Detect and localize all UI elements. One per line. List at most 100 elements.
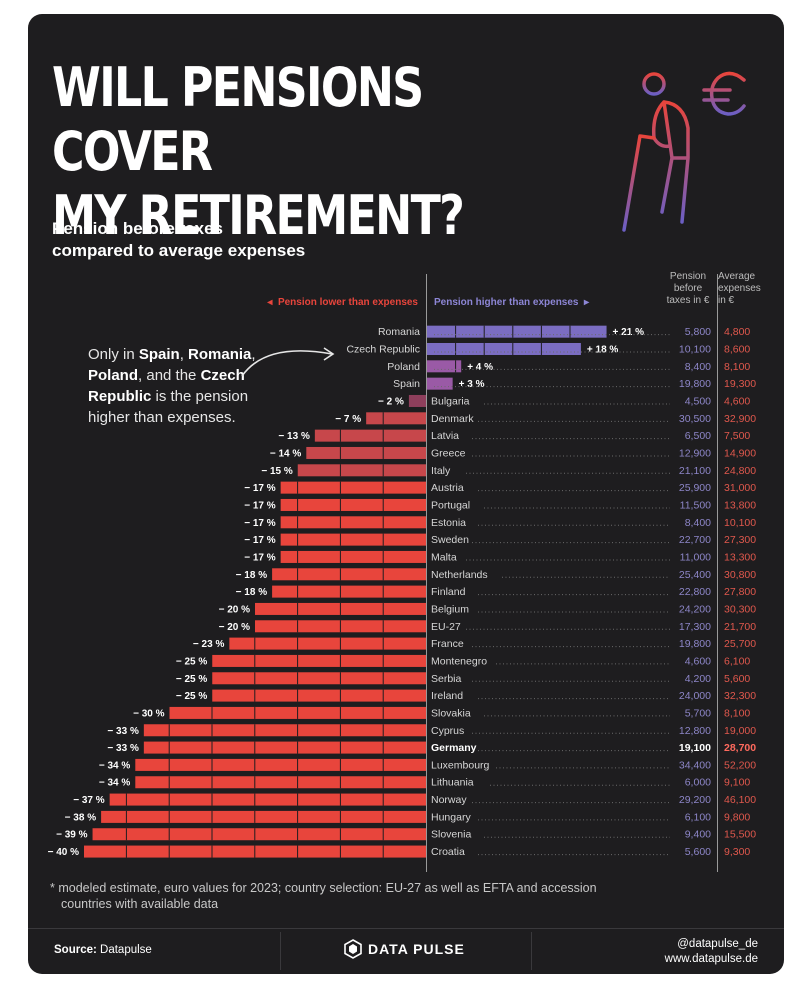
pension-value: 21,100 [679,465,711,477]
data-label: − 39 % [56,830,88,841]
data-label: − 17 % [244,552,276,563]
legend-lower: ◂ Pension lower than expenses [267,297,418,308]
data-label: − 2 % [378,396,404,407]
country-label: Hungary [431,811,471,823]
pension-value: 5,700 [685,707,711,719]
bar [280,550,426,563]
pension-value: 5,600 [685,846,711,858]
data-label: + 4 % [467,362,493,373]
bar [297,464,426,477]
legend-higher: Pension higher than expenses ▸ [434,297,590,308]
expenses-value: 27,300 [724,534,756,546]
country-label: Luxembourg [431,759,490,771]
pension-value: 24,200 [679,603,711,615]
annotation-arrow [241,347,335,377]
expenses-value: 6,100 [724,655,750,667]
subtitle: Pension before taxes compared to average… [52,219,306,260]
expenses-value: 19,000 [724,725,756,737]
data-label: − 18 % [236,570,268,581]
country-label: Montenegro [431,655,487,667]
country-label: Norway [431,794,467,806]
country-label: Estonia [431,517,466,529]
bar [314,429,426,442]
bar [366,412,426,425]
pension-value: 12,900 [679,447,711,459]
country-label: Netherlands [431,569,488,581]
data-label: − 15 % [261,466,293,477]
bar [109,793,427,806]
data-label: − 33 % [107,743,139,754]
title-line-2: MY RETIREMENT? [52,184,465,247]
pension-value: 25,900 [679,482,711,494]
bar [427,342,581,355]
data-label: − 30 % [133,708,165,719]
page-title: WILL PENSIONS COVER MY RETIREMENT? [52,56,577,248]
country-label: Slovenia [431,829,471,841]
pension-value: 19,100 [679,742,711,754]
expenses-column-header: Average expenses in € [718,271,761,306]
country-label: Italy [431,465,451,477]
brand-logo[interactable]: DATA PULSE [344,939,465,959]
bar [427,325,607,338]
bar [212,689,426,702]
expenses-value: 14,900 [724,447,756,459]
source-credit: Source: Datapulse [54,944,152,956]
data-label: − 20 % [219,622,251,633]
country-label: Lithuania [431,777,474,789]
country-label: Serbia [431,673,462,685]
expenses-value: 8,600 [724,343,750,355]
expenses-value: 24,800 [724,465,756,477]
pension-value: 6,000 [685,777,711,789]
data-label: − 25 % [176,674,208,685]
bar [212,672,426,685]
expenses-value: 15,500 [724,829,756,841]
elderly-person-euro-icon [622,71,746,232]
bar [101,810,426,823]
bar [306,446,426,459]
expenses-value: 13,300 [724,551,756,563]
expenses-value: 9,100 [724,777,750,789]
bar [229,637,426,650]
expenses-value: 52,200 [724,759,756,771]
bar [272,585,426,598]
pension-value: 4,200 [685,673,711,685]
bar [212,654,426,667]
bar [280,481,426,494]
country-label: Ireland [431,690,463,702]
country-label: Malta [431,551,457,563]
social-handle[interactable]: @datapulse_de [677,938,758,950]
country-label: Cyprus [431,725,464,737]
bar [280,533,426,546]
expenses-value: 30,800 [724,569,756,581]
annotation-text: Only in Spain, Romania, Poland, and the … [88,346,256,426]
footnote: * modeled estimate, euro values for 2023… [50,881,597,911]
pension-value: 6,500 [685,430,711,442]
data-label: − 33 % [107,726,139,737]
infographic-card: WILL PENSIONS COVER MY RETIREMENT? Pensi… [28,14,784,974]
bar [143,724,426,737]
expenses-value: 8,100 [724,707,750,719]
expenses-value: 46,100 [724,794,756,806]
pension-value: 24,000 [679,690,711,702]
expenses-value: 4,800 [724,326,750,338]
pension-value: 11,500 [680,499,711,511]
expenses-value: 31,000 [724,482,756,494]
country-label: Greece [431,447,466,459]
pension-value: 8,400 [685,361,711,373]
pension-value: 10,100 [679,343,711,355]
bar-chart: + 21 % Romania 5,800 4,800 + 18 % Czech Repub… [48,325,756,858]
expenses-value: 27,800 [724,586,756,598]
expenses-value: 9,300 [724,846,750,858]
expenses-value: 19,300 [724,378,756,390]
pension-value: 4,500 [685,395,711,407]
country-label: Belgium [431,603,469,615]
footer-divider [28,928,784,929]
expenses-value: 5,600 [724,673,750,685]
expenses-value: 4,600 [724,395,750,407]
pension-column-header: Pension before taxes in € [666,271,710,306]
pension-value: 19,800 [679,638,711,650]
data-label: + 18 % [587,344,619,355]
website-link[interactable]: www.datapulse.de [664,953,758,965]
data-label: − 25 % [176,691,208,702]
expenses-value: 30,300 [724,603,756,615]
